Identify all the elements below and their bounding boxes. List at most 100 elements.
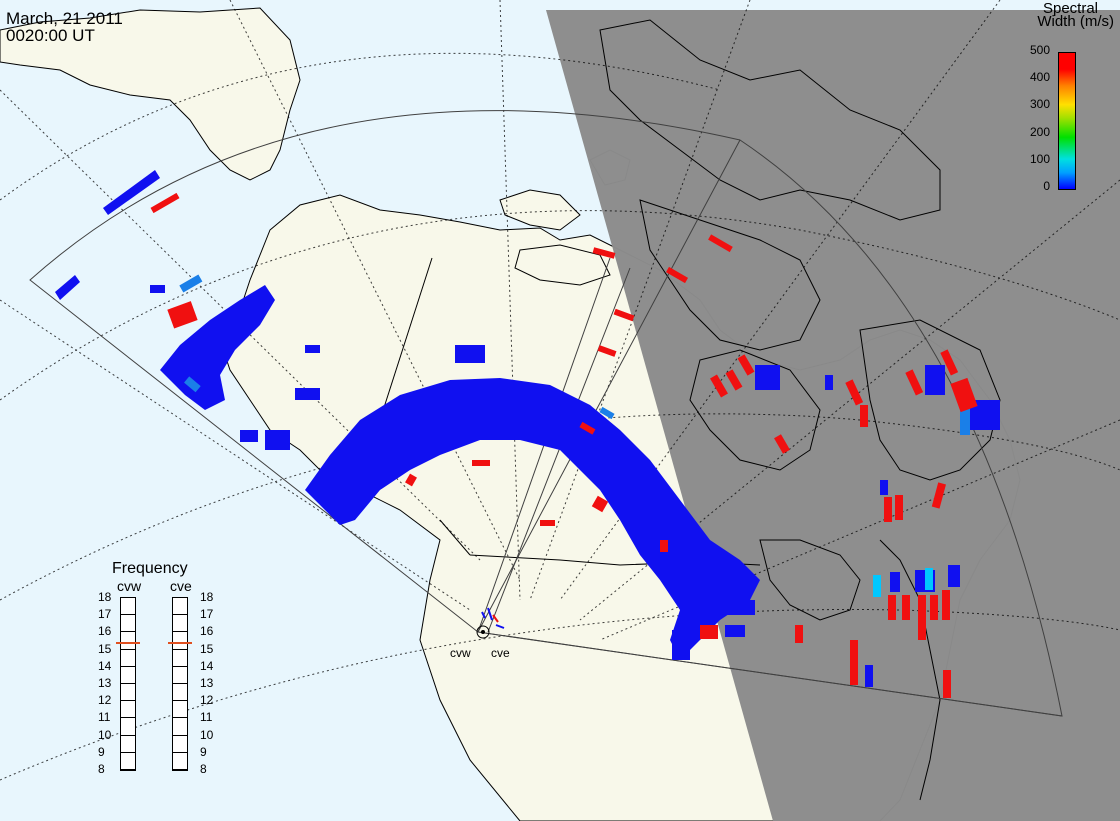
freq-tick-left-12: 12 <box>98 693 112 708</box>
freq-scale-cell <box>121 598 135 616</box>
radar-label-cve: cve <box>491 646 510 660</box>
colorbar-tick-500: 500 <box>1029 43 1050 57</box>
freq-scale-cell <box>173 667 187 684</box>
echo-high-12 <box>860 405 868 427</box>
freq-tick-left-11: 11 <box>98 710 111 725</box>
freq-label-cvw: cvw <box>117 578 142 594</box>
freq-scale-cve <box>172 597 188 771</box>
echo-high-30 <box>540 520 555 526</box>
freq-tick-left-10: 10 <box>98 727 112 742</box>
echo-cell-13 <box>150 285 165 293</box>
freq-tick-left-14: 14 <box>98 658 112 673</box>
freq-tick-left-8: 8 <box>98 762 105 776</box>
echo-high-28 <box>700 625 718 639</box>
freq-tick-right-8: 8 <box>200 762 207 776</box>
freq-tick-left-15: 15 <box>98 641 112 656</box>
freq-tick-right-9: 9 <box>200 744 207 759</box>
echo-high-20 <box>888 595 896 620</box>
freq-scale-cell <box>173 753 187 770</box>
echo-high-27 <box>795 625 803 643</box>
freq-scale-cell <box>121 753 135 770</box>
echo-cell-5 <box>725 625 745 637</box>
freq-tick-right-11: 11 <box>200 710 213 725</box>
echo-high-24 <box>942 590 950 620</box>
date-label: March, 21 2011 <box>6 9 123 28</box>
echo-streak-nw <box>103 170 160 215</box>
echo-high-34 <box>405 473 417 487</box>
colorbar-title-line1: Spectral <box>1042 0 1098 17</box>
echo-mid-2 <box>599 406 615 420</box>
freq-scale-cell <box>121 718 135 736</box>
echo-mid-1 <box>179 274 203 293</box>
freq-marker-cve <box>168 642 192 645</box>
echo-high-33 <box>660 540 668 552</box>
freq-scale-cell <box>121 701 135 719</box>
echo-high-8 <box>737 354 755 376</box>
echo-streak-w <box>55 275 80 300</box>
echo-high-19 <box>895 495 903 520</box>
freq-tick-right-13: 13 <box>200 676 214 690</box>
echo-cell-9 <box>948 565 960 587</box>
echo-high-3 <box>592 247 616 259</box>
colorbar-tick-200: 200 <box>1029 124 1050 139</box>
echo-cell-12 <box>672 630 690 660</box>
near-range-echoes <box>481 607 505 629</box>
echo-cell-3 <box>455 345 485 363</box>
echo-mid-3 <box>960 405 970 435</box>
freq-tick-right-12: 12 <box>200 693 214 708</box>
echo-cell-17 <box>880 480 888 495</box>
echo-high-25 <box>850 640 858 685</box>
radar-label-cvw: cvw <box>450 646 471 660</box>
freq-marker-cvw <box>116 642 140 645</box>
echo-high-21 <box>902 595 910 620</box>
echo-cell-2 <box>240 430 258 442</box>
echo-cell-4 <box>720 600 755 615</box>
freq-scale-cell <box>121 736 135 753</box>
freq-scale-cell <box>121 684 135 702</box>
freq-scale-cvw <box>120 597 136 771</box>
echo-high-1 <box>167 301 198 329</box>
night-region <box>546 10 1120 821</box>
colorbar-tick-400: 400 <box>1029 70 1050 85</box>
colorbar-tick-300: 300 <box>1029 97 1050 112</box>
freq-tick-right-14: 14 <box>200 658 214 673</box>
freq-tick-right-16: 16 <box>200 624 214 639</box>
time-label: 0020:00 UT <box>6 26 95 45</box>
echo-cell-11 <box>865 665 873 687</box>
echo-high-26 <box>943 670 951 698</box>
freq-scale-cell <box>121 650 135 667</box>
backscatter-high-width <box>150 192 978 698</box>
echo-cyan-1 <box>873 575 881 597</box>
freq-scale-cell <box>173 632 187 650</box>
echo-high-31 <box>472 460 490 466</box>
echo-high-32 <box>579 421 596 435</box>
echo-high-4 <box>613 308 635 322</box>
echo-cell-14 <box>305 345 320 353</box>
echo-high-11 <box>845 379 864 406</box>
echo-high-18 <box>884 497 892 522</box>
island-1 <box>499 189 581 231</box>
freq-tick-left-18: 18 <box>98 590 112 604</box>
fields-of-view <box>29 110 1063 717</box>
echo-high-6 <box>665 266 689 284</box>
echo-cyan-2 <box>925 568 933 590</box>
colorbar-tick-100: 100 <box>1029 151 1050 166</box>
echo-mid-4 <box>184 376 201 393</box>
echo-high-2 <box>150 192 180 214</box>
echo-high-16 <box>950 377 978 413</box>
echo-high-17 <box>931 482 946 509</box>
echo-high-15 <box>940 349 959 376</box>
echo-high-22 <box>918 595 926 640</box>
echo-cell-6 <box>755 365 780 390</box>
freq-label-cve: cve <box>170 578 192 594</box>
freq-scale-cell <box>121 667 135 684</box>
night-coastlines <box>599 19 1001 801</box>
echo-high-14 <box>905 369 924 396</box>
echo-high-5 <box>597 345 617 357</box>
freq-tick-left-13: 13 <box>98 676 112 690</box>
freq-scale-cell <box>173 615 187 633</box>
freq-tick-right-17: 17 <box>200 607 214 622</box>
frequency-title: Frequency <box>112 560 188 577</box>
freq-tick-right-18: 18 <box>200 590 214 604</box>
